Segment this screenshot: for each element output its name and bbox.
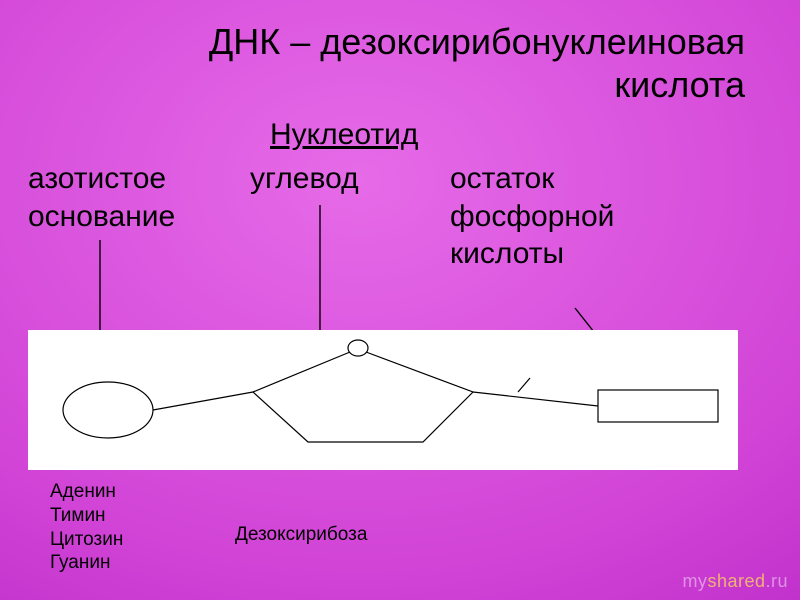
watermark-left: my xyxy=(682,571,707,591)
slide-subtitle: Нуклеотид xyxy=(270,118,418,152)
label-carbohydrate: углевод xyxy=(250,160,359,198)
col3-line2: фосфорной xyxy=(450,198,614,236)
base-cytosine: Цитозин xyxy=(50,528,123,552)
col1-line2: основание xyxy=(28,198,175,236)
label-phosphate-residue: остаток фосфорной кислоты xyxy=(450,160,614,273)
watermark: myshared.ru xyxy=(682,571,788,592)
slide-title: ДНК – дезоксирибонуклеиновая кислота xyxy=(85,20,785,106)
slide-root: ДНК – дезоксирибонуклеиновая кислота Нук… xyxy=(0,0,800,600)
base-adenine: Аденин xyxy=(50,480,123,504)
base-guanine: Гуанин xyxy=(50,551,123,575)
sugar-label: Дезоксирибоза xyxy=(235,524,367,546)
watermark-accent: shared xyxy=(707,571,765,591)
col3-line1: остаток xyxy=(450,160,614,198)
bases-list: Аденин Тимин Цитозин Гуанин xyxy=(50,480,123,575)
col3-line3: кислоты xyxy=(450,235,614,273)
base-thymine: Тимин xyxy=(50,504,123,528)
diagram-svg xyxy=(28,330,738,470)
watermark-right: .ru xyxy=(765,571,788,591)
nucleotide-diagram xyxy=(28,330,738,470)
col2-line1: углевод xyxy=(250,160,359,198)
label-nitrogenous-base: азотистое основание xyxy=(28,160,175,235)
col1-line1: азотистое xyxy=(28,160,175,198)
